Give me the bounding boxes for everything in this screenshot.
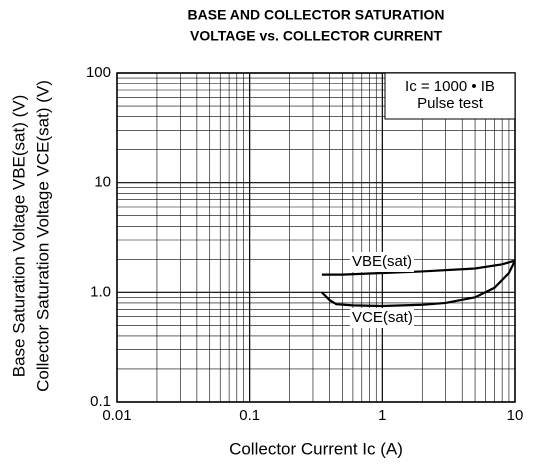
x-tick-label: 0.01 — [102, 407, 131, 424]
x-axis-label: Collector Current Ic (A) — [229, 439, 403, 458]
y-tick-label: 1.0 — [90, 283, 111, 300]
annotation: Ic = 1000 • IB — [405, 78, 495, 95]
legend-bg — [350, 308, 414, 328]
y-axis-label: Base Saturation Voltage VBE(sat) (V) — [9, 95, 28, 378]
x-tick-label: 10 — [507, 407, 524, 424]
series-label: VBE(sat) — [352, 253, 412, 270]
x-tick-label: 1 — [378, 407, 386, 424]
y-tick-label: 100 — [86, 64, 111, 81]
x-tick-label: 0.1 — [239, 407, 260, 424]
series-label: VCE(sat) — [352, 309, 413, 326]
chart-title: VOLTAGE vs. COLLECTOR CURRENT — [190, 28, 442, 44]
annotation: Pulse test — [417, 95, 484, 112]
chart-title: BASE AND COLLECTOR SATURATION — [188, 7, 445, 23]
y-tick-label: 10 — [94, 174, 111, 191]
annotation-box — [384, 72, 516, 120]
series-line — [321, 259, 516, 276]
y-axis-label: Collector Saturation Voltage VCE(sat) (V… — [33, 80, 52, 392]
legend-bg — [350, 252, 414, 272]
series-line — [321, 260, 516, 308]
plot-frame — [116, 72, 516, 403]
y-tick-label: 0.1 — [90, 393, 111, 410]
